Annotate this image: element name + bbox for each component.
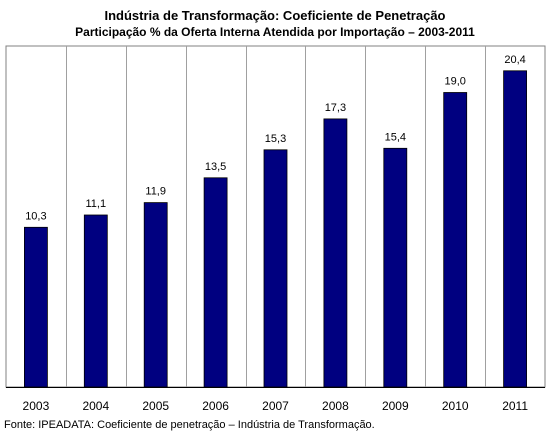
bar-2011 bbox=[503, 70, 528, 388]
bar-2005 bbox=[143, 202, 168, 388]
x-tick-label-2004: 2004 bbox=[82, 399, 109, 413]
bar-2009 bbox=[383, 147, 408, 388]
data-label-2011: 20,4 bbox=[504, 54, 525, 66]
x-tick-label-2007: 2007 bbox=[262, 399, 289, 413]
bar-2007 bbox=[263, 149, 288, 388]
x-tick-label-2010: 2010 bbox=[442, 399, 469, 413]
data-label-2005: 11,9 bbox=[145, 186, 166, 198]
x-tick-label-2008: 2008 bbox=[322, 399, 349, 413]
x-tick-label-2011: 2011 bbox=[502, 399, 528, 413]
chart-title: Indústria de Transformação: Coeficiente … bbox=[104, 8, 446, 23]
x-tick-label-2006: 2006 bbox=[202, 399, 229, 413]
data-label-2008: 17,3 bbox=[325, 102, 346, 114]
data-label-2009: 15,4 bbox=[385, 131, 406, 143]
bar-2003 bbox=[23, 226, 48, 388]
x-tick-label-2003: 2003 bbox=[23, 399, 50, 413]
chart-subtitle: Participação % da Oferta Interna Atendid… bbox=[75, 25, 475, 39]
data-label-2004: 11,1 bbox=[86, 198, 107, 210]
data-label-2006: 13,5 bbox=[205, 161, 226, 173]
bar-2006 bbox=[203, 177, 228, 388]
x-tick-label-2005: 2005 bbox=[142, 399, 169, 413]
bar-2004 bbox=[83, 214, 108, 388]
data-label-2003: 10,3 bbox=[25, 210, 46, 222]
bar-2010 bbox=[443, 92, 468, 388]
x-tick-label-2009: 2009 bbox=[382, 399, 409, 413]
data-label-2010: 19,0 bbox=[444, 76, 465, 88]
source-note: Fonte: IPEADATA: Coeficiente de penetraç… bbox=[4, 419, 375, 431]
bar-2008 bbox=[323, 118, 348, 388]
data-label-2007: 15,3 bbox=[265, 133, 286, 145]
